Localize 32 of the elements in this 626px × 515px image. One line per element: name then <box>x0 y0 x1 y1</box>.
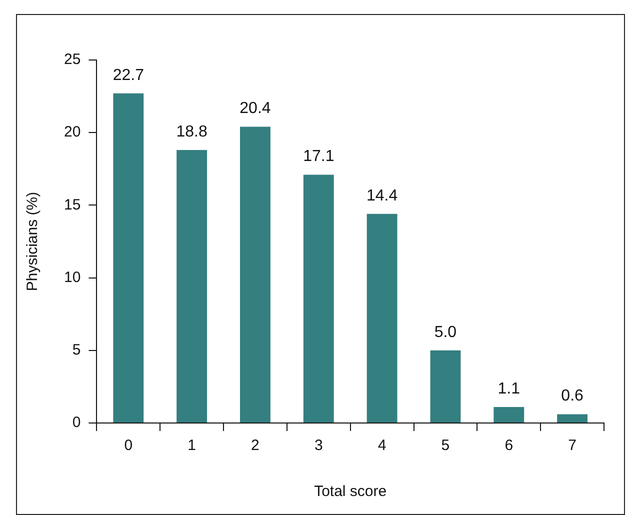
y-tick-label: 20 <box>64 124 81 141</box>
x-tick-label: 7 <box>568 437 576 454</box>
y-tick-label: 25 <box>64 51 81 68</box>
x-tick-label: 2 <box>251 437 260 454</box>
x-tick-label: 3 <box>314 437 323 454</box>
data-label: 1.1 <box>498 380 520 398</box>
bar <box>557 414 588 422</box>
data-label: 20.4 <box>240 100 271 118</box>
data-label: 18.8 <box>176 123 208 140</box>
x-tick-label: 5 <box>441 437 450 454</box>
x-tick-label: 1 <box>188 437 196 454</box>
x-tick-label: 0 <box>124 437 133 454</box>
bar <box>366 214 398 422</box>
bar <box>494 407 524 422</box>
y-tick-label: 0 <box>72 414 81 432</box>
data-label: 22.7 <box>112 66 144 84</box>
bar <box>113 93 144 422</box>
bar <box>430 350 461 422</box>
data-label: 5.0 <box>434 324 457 341</box>
x-tick-label: 6 <box>504 437 514 454</box>
data-label: 0.6 <box>561 388 584 405</box>
y-tick-label: 5 <box>72 342 81 359</box>
bar <box>176 150 208 422</box>
bar <box>303 174 334 422</box>
y-tick-label: 10 <box>64 268 81 286</box>
data-label: 14.4 <box>366 187 398 204</box>
y-axis-title: Physicians (%) <box>24 192 42 292</box>
bar <box>240 126 270 422</box>
x-axis-title: Total score <box>314 483 387 500</box>
data-label: 17.1 <box>303 148 334 166</box>
x-tick-label: 4 <box>378 437 386 454</box>
y-tick-label: 15 <box>64 196 81 214</box>
